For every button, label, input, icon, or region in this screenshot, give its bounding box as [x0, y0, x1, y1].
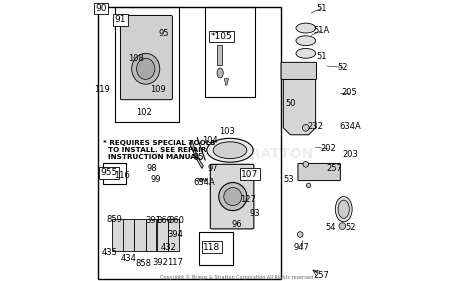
Text: 95: 95: [194, 153, 204, 162]
Text: 634A: 634A: [340, 122, 362, 131]
Bar: [157, 219, 168, 251]
Ellipse shape: [296, 48, 316, 58]
Text: 99: 99: [150, 175, 161, 184]
Ellipse shape: [132, 53, 160, 84]
Text: *105: *105: [210, 32, 232, 41]
Bar: [123, 219, 135, 251]
Circle shape: [303, 162, 309, 167]
Text: 205: 205: [341, 88, 357, 97]
Text: 392: 392: [152, 258, 168, 267]
Text: 109: 109: [150, 85, 166, 94]
Text: 96: 96: [232, 220, 242, 229]
FancyBboxPatch shape: [210, 164, 254, 229]
Text: 202: 202: [320, 144, 336, 153]
Text: 391: 391: [145, 216, 161, 225]
Text: BRIGGS & STRATTON: BRIGGS & STRATTON: [149, 148, 313, 162]
Bar: [146, 219, 156, 251]
Text: 52: 52: [346, 223, 356, 232]
Bar: [199, 232, 233, 265]
FancyBboxPatch shape: [281, 62, 317, 80]
Text: 90: 90: [95, 4, 107, 13]
Text: 432: 432: [160, 243, 176, 251]
Bar: [115, 7, 180, 122]
Text: 859: 859: [106, 215, 122, 224]
Bar: [98, 7, 281, 279]
Text: 858: 858: [135, 259, 151, 268]
Text: 232: 232: [308, 122, 324, 131]
Text: 108: 108: [128, 55, 144, 64]
Text: 54: 54: [326, 223, 337, 232]
Circle shape: [306, 183, 311, 188]
FancyBboxPatch shape: [120, 15, 173, 100]
Text: 127: 127: [240, 195, 256, 204]
Text: 117: 117: [167, 258, 183, 267]
Text: * REQUIRES SPECIAL TOOLS
  TO INSTALL. SEE REPAIR
  INSTRUCTION MANUAL.: * REQUIRES SPECIAL TOOLS TO INSTALL. SEE…: [103, 140, 215, 160]
Text: 51A: 51A: [313, 26, 329, 35]
Text: 93: 93: [250, 209, 261, 218]
Bar: [218, 45, 222, 65]
Text: 51: 51: [316, 52, 327, 61]
Text: 102: 102: [137, 108, 152, 117]
Text: 257: 257: [313, 271, 329, 280]
Ellipse shape: [338, 200, 349, 218]
Text: 103: 103: [219, 128, 235, 137]
Polygon shape: [189, 140, 203, 169]
Text: 955: 955: [100, 168, 117, 177]
Text: 634A: 634A: [194, 178, 216, 187]
FancyBboxPatch shape: [298, 164, 340, 181]
Text: 97: 97: [208, 164, 219, 173]
Ellipse shape: [296, 36, 316, 46]
Text: 52: 52: [337, 63, 347, 72]
Circle shape: [219, 183, 247, 211]
Text: 95: 95: [159, 29, 169, 38]
Ellipse shape: [296, 23, 316, 33]
Ellipse shape: [213, 142, 247, 159]
Bar: [205, 7, 255, 97]
Text: 119: 119: [94, 85, 110, 94]
Ellipse shape: [137, 58, 155, 79]
Text: 98: 98: [146, 164, 157, 173]
Text: 860: 860: [156, 216, 172, 225]
Text: 434: 434: [121, 254, 137, 263]
Text: 860: 860: [169, 216, 184, 225]
Text: 104: 104: [202, 136, 218, 145]
Text: 257: 257: [326, 164, 342, 173]
Text: 394: 394: [167, 230, 183, 239]
Polygon shape: [283, 79, 316, 135]
Text: 947: 947: [294, 243, 310, 251]
Ellipse shape: [217, 68, 223, 78]
Text: 51: 51: [316, 4, 327, 13]
Text: Copyright © Briggs & Stratton Corporation All Rights reserved: Copyright © Briggs & Stratton Corporatio…: [160, 275, 314, 280]
Text: 53: 53: [283, 175, 294, 184]
Ellipse shape: [335, 197, 352, 222]
Text: 203: 203: [343, 150, 359, 159]
Text: 116: 116: [114, 171, 130, 180]
Text: 118: 118: [203, 243, 220, 251]
Circle shape: [302, 124, 309, 131]
Bar: [103, 163, 126, 184]
Bar: [135, 219, 146, 251]
Bar: [168, 219, 179, 251]
Text: 50: 50: [285, 99, 296, 108]
Circle shape: [339, 223, 346, 229]
Text: 107: 107: [241, 170, 258, 179]
Text: 91: 91: [115, 15, 126, 24]
Text: 435: 435: [101, 248, 117, 257]
Polygon shape: [224, 79, 228, 86]
Bar: [112, 219, 125, 251]
Ellipse shape: [207, 138, 253, 162]
Circle shape: [224, 188, 242, 206]
Circle shape: [297, 232, 303, 237]
